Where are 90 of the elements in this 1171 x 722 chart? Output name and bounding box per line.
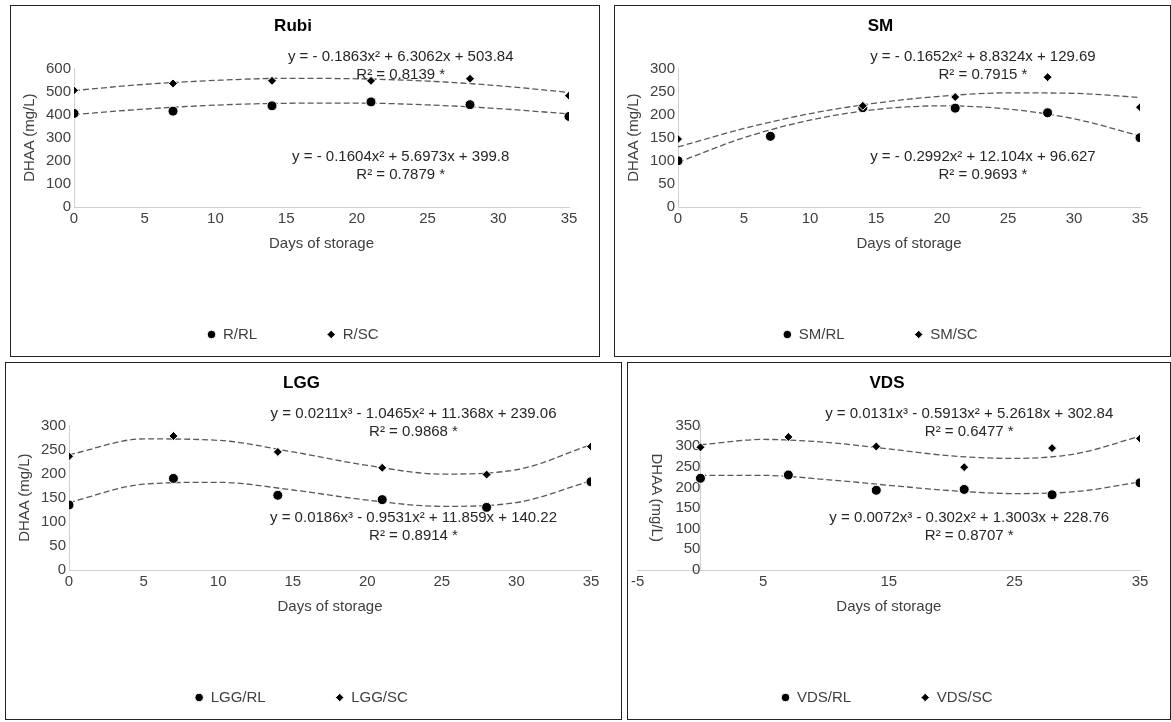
legend-label: SM/SC [930, 324, 978, 342]
annotation: y = - 0.1604x² + 5.6973x + 399.8 [292, 147, 510, 165]
x-tick-label: 15 [284, 572, 302, 590]
x-tick-label: 25 [433, 572, 451, 590]
x-axis-title: Days of storage [268, 234, 375, 252]
x-tick-label: 5 [140, 209, 149, 227]
annotation: R² = 0.9868 * [369, 421, 459, 439]
y-tick-label: 150 [675, 498, 701, 516]
text: y = - 0.1863x² + 6.3062x + 503.84 [287, 46, 514, 64]
x-tick-label: 35 [1131, 209, 1149, 227]
annotation: R² = 0.8914 * [369, 526, 459, 544]
x-tick-label: 35 [582, 572, 600, 590]
y-axis-title: DHAA (mg/L) [20, 93, 38, 182]
x-axis-title: Days of storage [836, 597, 942, 615]
y-tick-label: 0 [57, 560, 67, 578]
y-tick-label: 50 [658, 174, 676, 192]
y-tick-label: 150 [650, 127, 676, 145]
annotation: R² = 0.7915 * [938, 64, 1028, 82]
x-tick-label: 35 [560, 209, 578, 227]
chart-title: VDS [869, 372, 905, 392]
x-tick-label: 5 [759, 572, 768, 590]
x-tick-label: 30 [508, 572, 525, 590]
x-axis-title: Days of storage [277, 597, 383, 615]
x-tick-label: 5 [139, 572, 148, 590]
y-tick-label: 200 [650, 104, 676, 122]
x-tick-label: -5 [631, 572, 645, 590]
y-tick-label: 200 [675, 477, 701, 495]
x-tick-label: 5 [739, 209, 749, 227]
chart-title: Rubi [274, 15, 312, 35]
y-tick-label: 0 [692, 560, 701, 578]
y-tick-label: 100 [41, 511, 67, 529]
y-tick-label: 200 [41, 463, 67, 481]
y-tick-label: 600 [46, 58, 72, 76]
y-tick-label: 150 [41, 487, 67, 505]
x-tick-label: 10 [801, 209, 819, 227]
text: y = - 0.1652x² + 8.8324x + 129.69 [870, 46, 1096, 64]
annotation: y = 0.0072x³ - 0.302x² + 1.3003x + 228.76 [829, 508, 1110, 526]
y-tick-label: 250 [675, 456, 701, 474]
y-tick-label: 0 [62, 197, 72, 215]
annotation: R² = 0.8707 * [924, 526, 1014, 544]
x-axis-title: Days of storage [856, 234, 962, 252]
x-tick-label: 25 [419, 209, 436, 227]
annotation: y = 0.0186x³ - 0.9531x² + 11.859x + 140.22 [270, 508, 558, 526]
y-tick-label: 250 [650, 81, 676, 99]
x-tick-label: 25 [999, 209, 1017, 227]
x-tick-label: 25 [1006, 572, 1023, 590]
legend-label: R/SC [342, 324, 379, 342]
legend-label: SM/RL [798, 324, 845, 342]
y-tick-label: 0 [666, 197, 676, 215]
y-tick-label: 50 [683, 539, 701, 557]
x-tick-label: 30 [1065, 209, 1083, 227]
text: y = 0.0211x³ - 1.0465x² + 11.368x + 239.06 [270, 403, 557, 421]
y-tick-label: 400 [46, 104, 72, 122]
y-tick-label: 300 [650, 58, 676, 76]
x-tick-label: 20 [358, 572, 376, 590]
y-tick-label: 300 [46, 127, 72, 145]
y-tick-label: 200 [46, 150, 72, 168]
x-tick-label: 20 [348, 209, 366, 227]
text: y = 0.0131x³ - 0.5913x² + 5.2618x + 302.84 [825, 403, 1114, 421]
legend-label: LGG/SC [351, 687, 409, 705]
x-tick-label: 30 [489, 209, 507, 227]
annotation: R² = 0.6477 * [924, 421, 1014, 439]
y-axis-title: DHAA (mg/L) [649, 453, 667, 542]
y-tick-label: 350 [675, 415, 701, 433]
y-tick-label: 300 [41, 415, 67, 433]
legend-label: VDS/RL [796, 687, 852, 705]
x-tick-label: 35 [1131, 572, 1149, 590]
y-axis-title: DHAA (mg/L) [624, 93, 642, 182]
x-tick-label: 20 [933, 209, 951, 227]
y-axis-title: DHAA (mg/L) [15, 453, 33, 542]
y-tick-label: 100 [675, 518, 701, 536]
annotation: R² = 0.7879 * [356, 165, 446, 183]
y-tick-label: 250 [41, 439, 67, 457]
legend-label: LGG/RL [210, 687, 266, 705]
annotation: R² = 0.8139 * [356, 64, 446, 82]
x-tick-label: 15 [277, 209, 295, 227]
y-tick-label: 100 [650, 150, 676, 168]
x-tick-label: 15 [880, 572, 898, 590]
annotation: R² = 0.9693 * [938, 165, 1028, 183]
chart-title: LGG [283, 372, 320, 392]
x-tick-label: 10 [209, 572, 227, 590]
x-tick-label: 10 [207, 209, 224, 227]
y-tick-label: 500 [46, 81, 72, 99]
legend-label: R/RL [222, 324, 258, 342]
y-tick-label: 100 [46, 174, 72, 192]
legend-label: VDS/SC [936, 687, 993, 705]
annotation: y = - 0.2992x² + 12.104x + 96.627 [870, 147, 1096, 165]
chart-title: SM [867, 15, 894, 35]
y-tick-label: 50 [49, 536, 67, 554]
x-tick-label: 15 [867, 209, 885, 227]
